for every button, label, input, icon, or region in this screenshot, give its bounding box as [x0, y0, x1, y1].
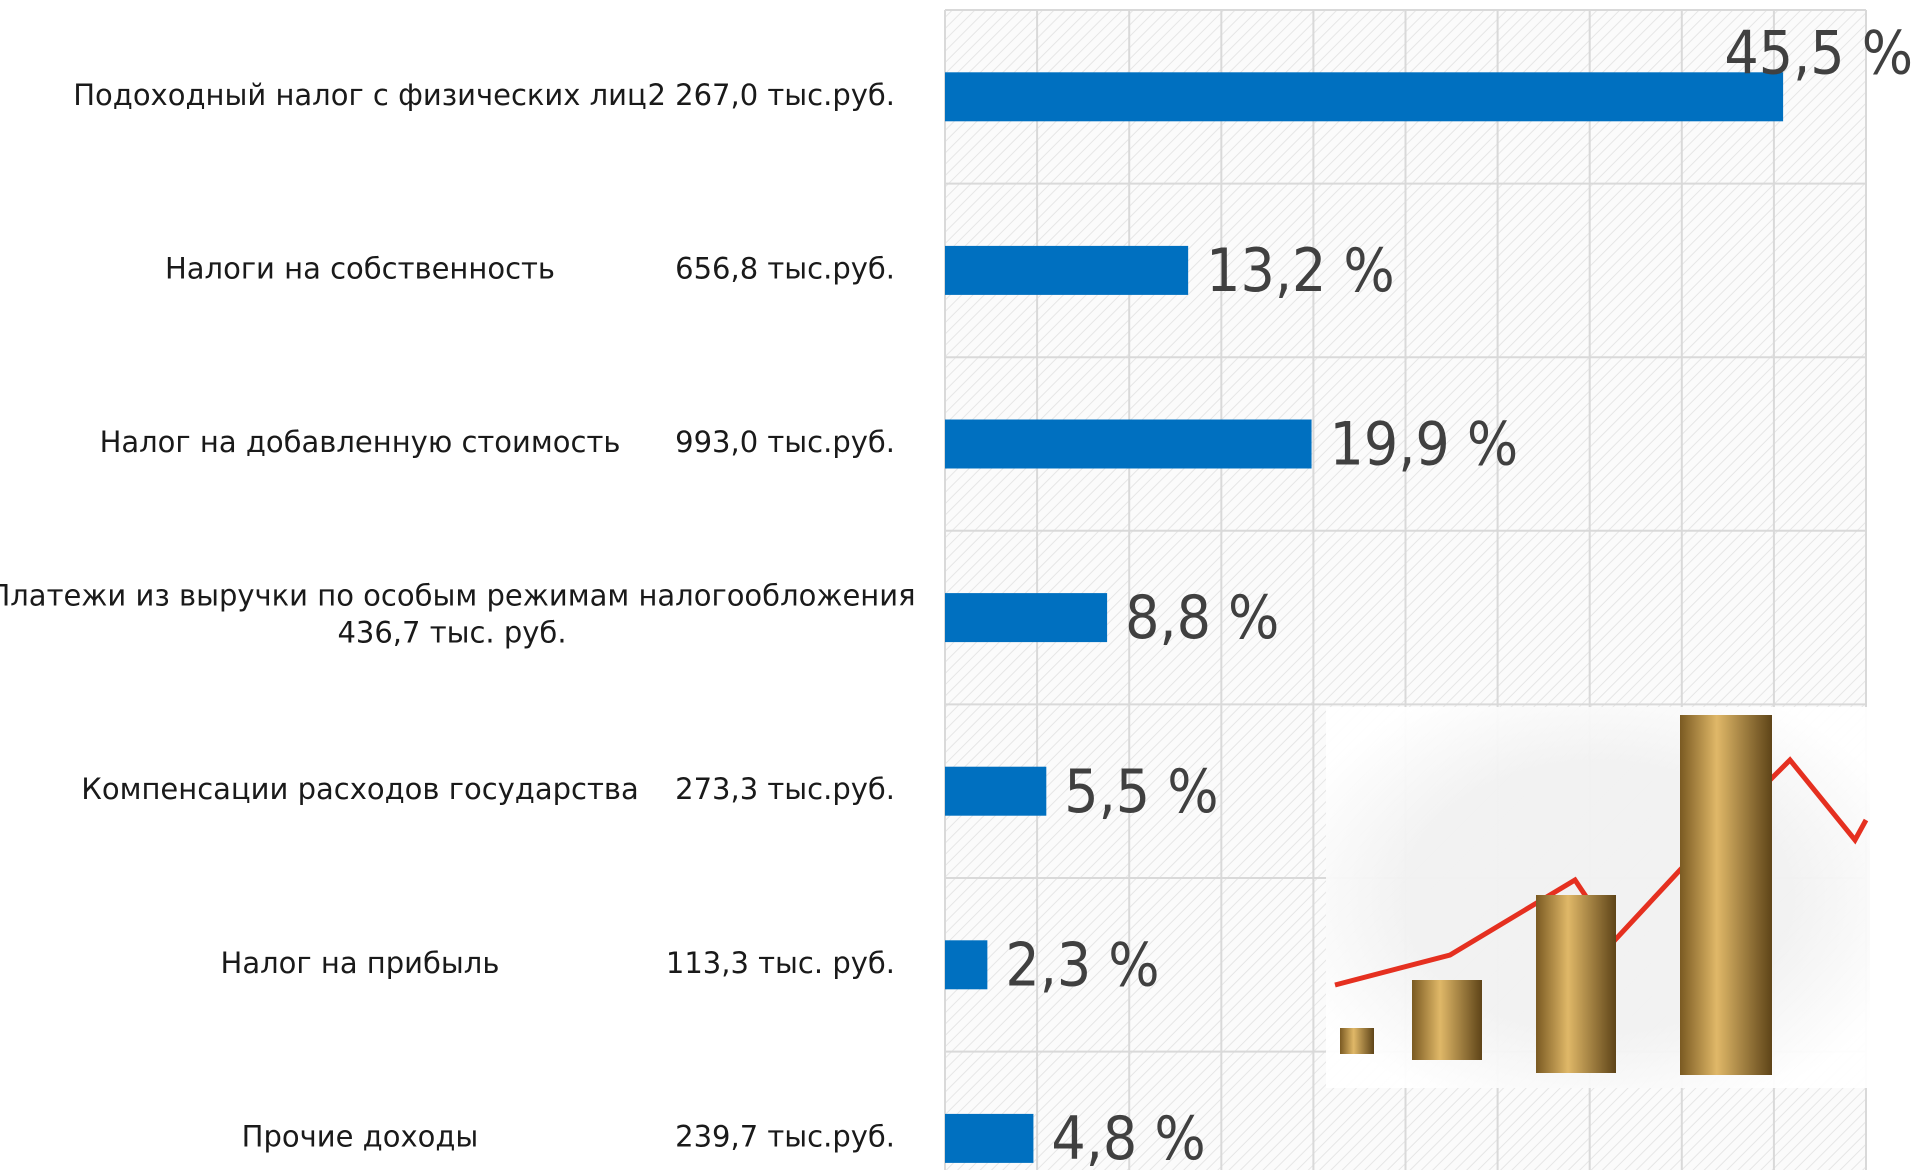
amount-label: 273,3 тыс.руб. — [675, 772, 895, 806]
bar — [945, 246, 1188, 295]
value-label: 8,8 % — [1125, 583, 1279, 653]
amount-label: 2 267,0 тыс.руб. — [647, 78, 895, 112]
bar — [945, 767, 1046, 816]
amount-label: 993,0 тыс.руб. — [675, 425, 895, 459]
amount-label: 436,7 тыс. руб. — [337, 616, 566, 650]
category-label: Подоходный налог с физических лиц — [73, 78, 647, 112]
bar — [945, 420, 1312, 469]
amount-label: 656,8 тыс.руб. — [675, 251, 895, 285]
category-label: Налог на прибыль — [221, 946, 500, 980]
category-label: Налоги на собственность — [165, 251, 555, 285]
category-label: Платежи из выручки по особым режимам нал… — [0, 579, 916, 613]
amount-label: 113,3 тыс. руб. — [666, 946, 895, 980]
value-label: 2,3 % — [1005, 930, 1159, 1000]
category-label: Компенсации расходов государства — [81, 772, 639, 806]
amount-label: 239,7 тыс.руб. — [675, 1119, 895, 1153]
bar — [945, 593, 1107, 642]
category-label: Прочие доходы — [242, 1119, 479, 1153]
chart: Подоходный налог с физических лиц2 267,0… — [0, 0, 1917, 1170]
value-label: 5,5 % — [1064, 757, 1218, 827]
value-label: 45,5 % — [1724, 18, 1913, 88]
coins-illustration — [1326, 707, 1870, 1088]
bar — [945, 72, 1783, 121]
bar — [945, 1114, 1033, 1163]
value-label: 13,2 % — [1206, 236, 1395, 306]
value-label: 19,9 % — [1330, 410, 1519, 480]
category-label: Налог на добавленную стоимость — [100, 425, 621, 459]
value-label: 4,8 % — [1051, 1104, 1205, 1170]
bar — [945, 940, 987, 989]
